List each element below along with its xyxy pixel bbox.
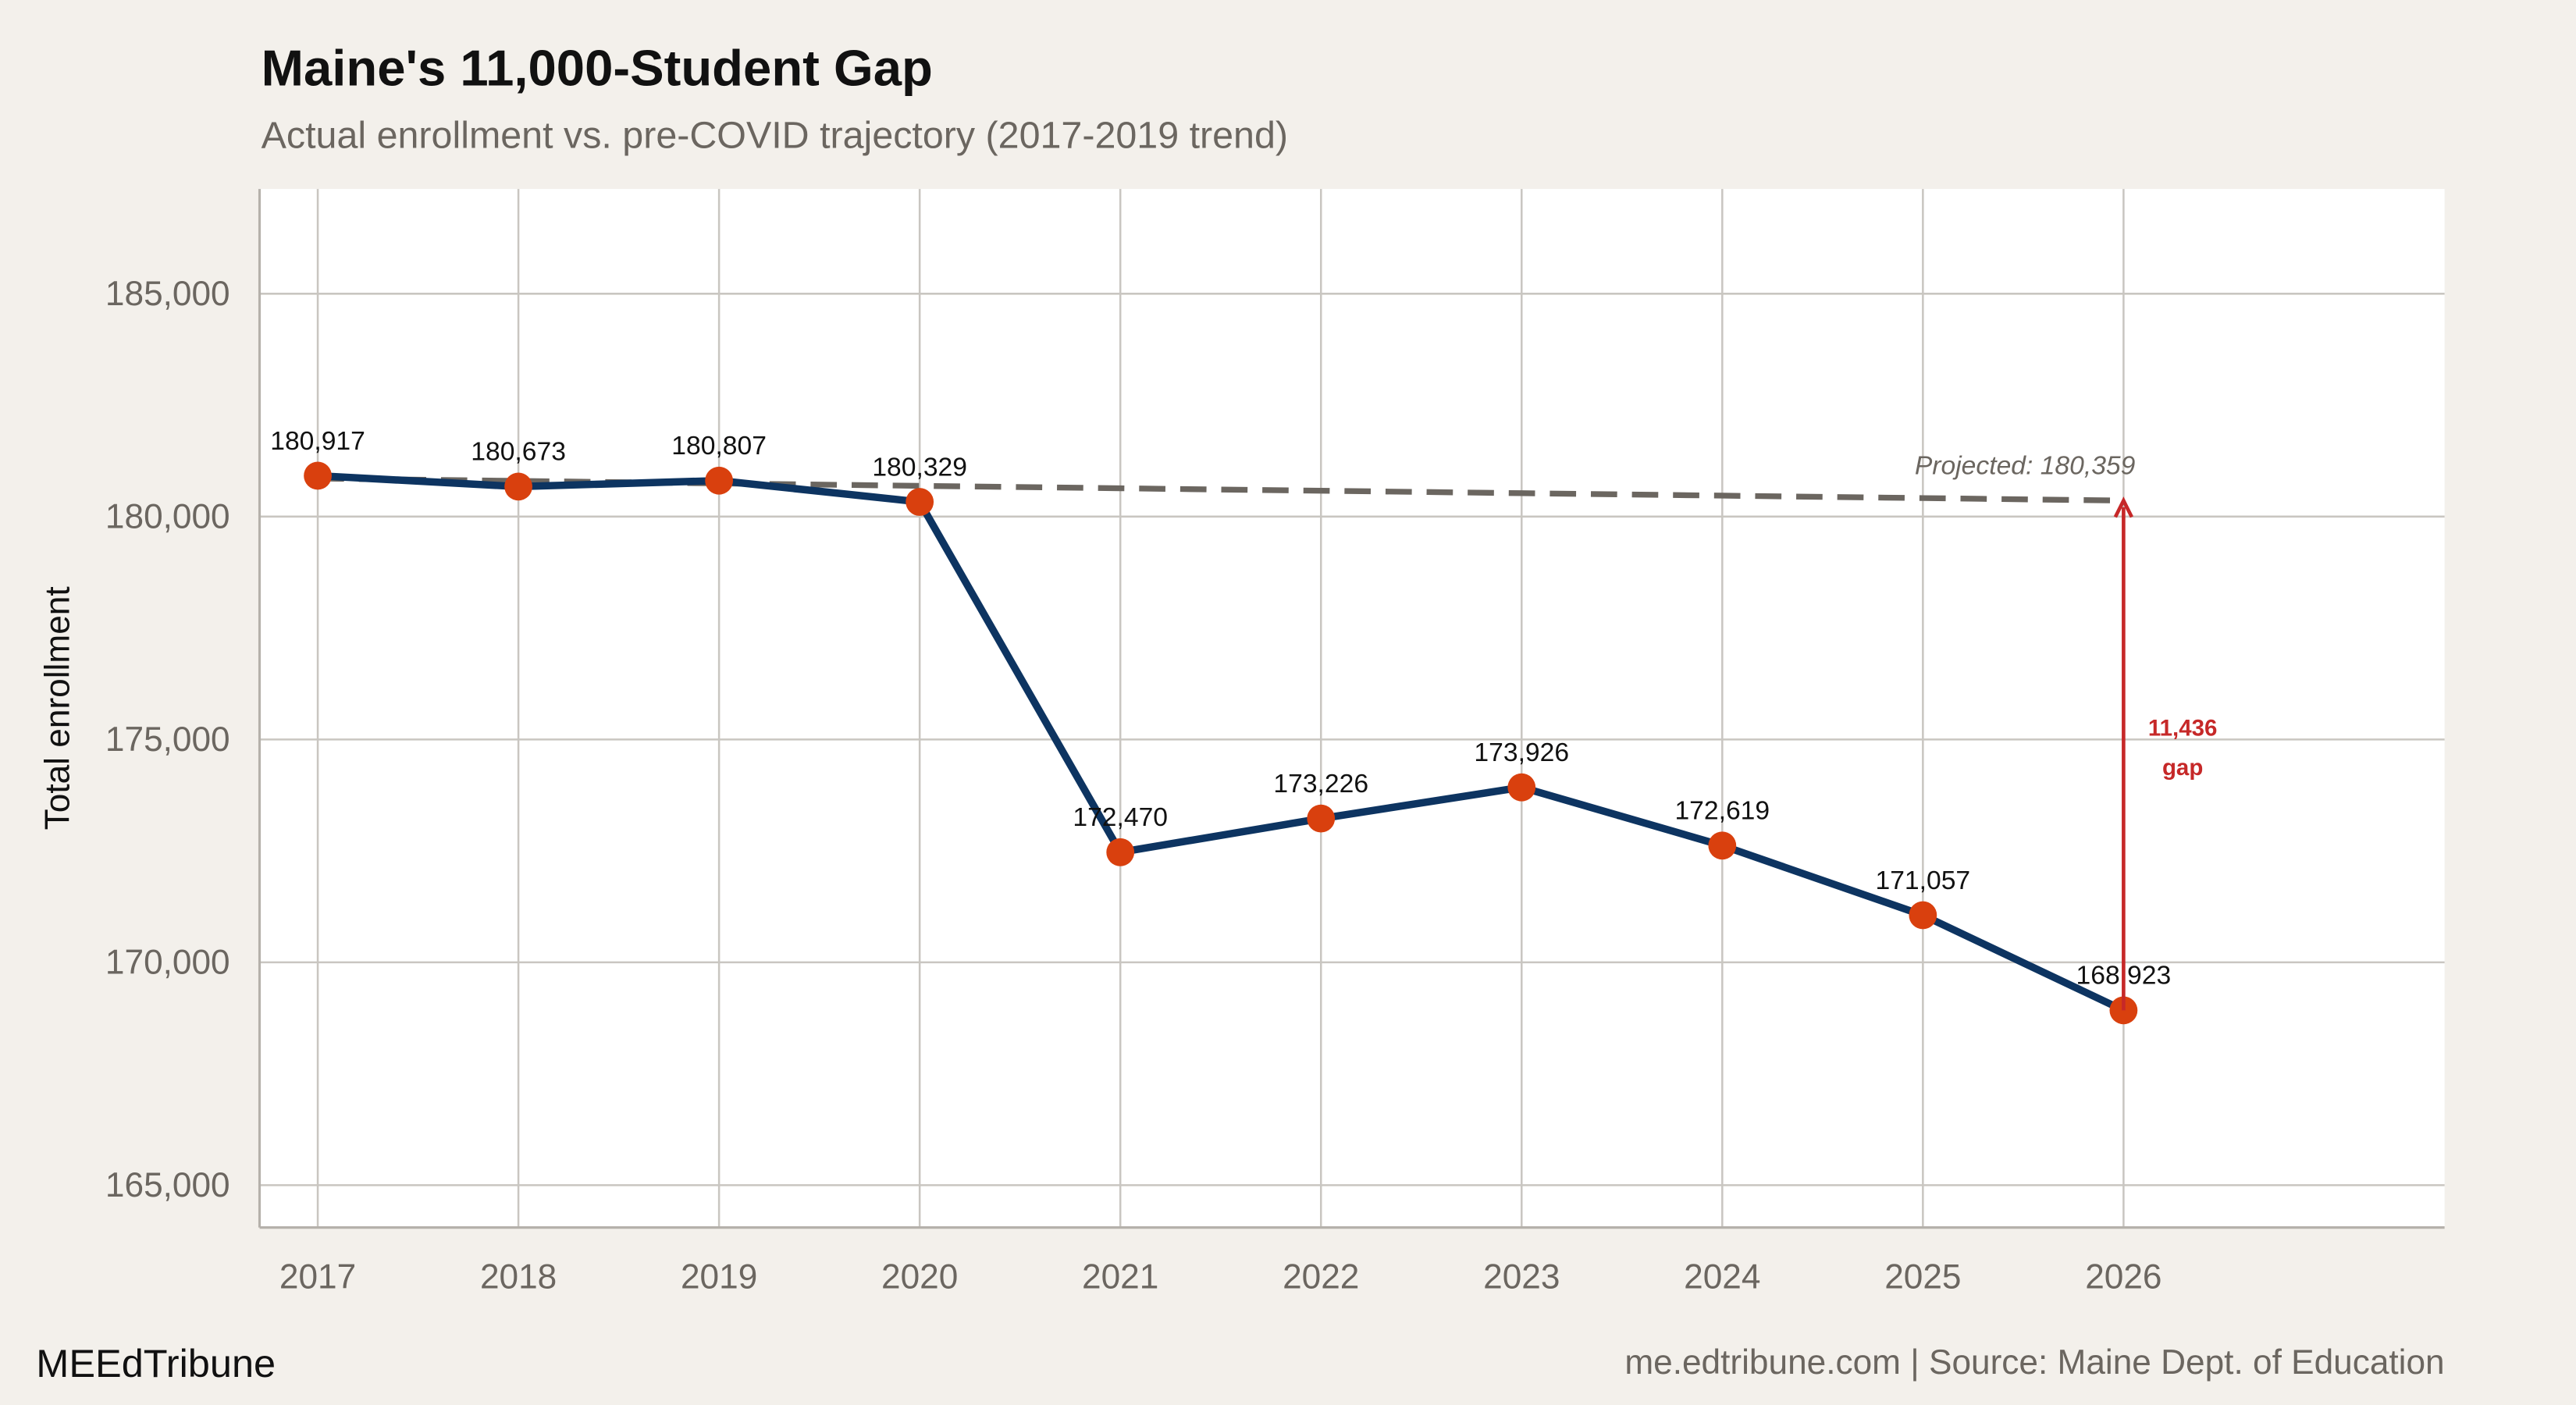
gap-word: gap <box>2162 755 2203 781</box>
x-tick-label: 2026 <box>2085 1258 2161 1297</box>
x-tick-label: 2019 <box>681 1258 757 1297</box>
x-tick-label: 2023 <box>1483 1258 1560 1297</box>
data-label: 172,619 <box>1674 797 1770 826</box>
data-point <box>705 466 734 495</box>
gap-arrow-head <box>2113 496 2133 518</box>
data-label: 180,807 <box>671 432 767 461</box>
x-tick-label: 2021 <box>1082 1258 1158 1297</box>
data-point <box>1708 831 1737 860</box>
y-tick-label: 185,000 <box>105 275 230 313</box>
data-point <box>906 488 934 516</box>
x-tick-label: 2025 <box>1884 1258 1961 1297</box>
data-label: 173,226 <box>1273 770 1368 799</box>
x-tick-label: 2022 <box>1283 1258 1359 1297</box>
data-label: 180,329 <box>872 453 967 482</box>
grid: 165,000 170,000 175,000 180,000 185,000 2017 2… <box>105 189 2445 1297</box>
footer-brand: MEEdTribune <box>36 1341 276 1385</box>
chart-subtitle: Actual enrollment vs. pre-COVID trajecto… <box>262 114 1288 156</box>
data-label: 172,470 <box>1073 803 1168 832</box>
data-label: 180,673 <box>471 438 566 467</box>
data-line <box>317 471 2126 1014</box>
data-point <box>304 461 332 490</box>
y-tick-label: 175,000 <box>105 720 230 759</box>
y-axis-label: Total enrollment <box>38 586 76 830</box>
data-label: 173,926 <box>1474 738 1569 767</box>
y-tick-label: 170,000 <box>105 944 230 982</box>
y-tick-label: 180,000 <box>105 498 230 536</box>
plot-area <box>259 189 2445 1228</box>
data-point <box>1909 901 1937 930</box>
x-tick-label: 2018 <box>480 1258 557 1297</box>
gap-value: 11,436 <box>2148 716 2217 742</box>
x-tick-label: 2017 <box>279 1258 356 1297</box>
x-tick-label: 2024 <box>1684 1258 1760 1297</box>
y-tick-label: 165,000 <box>105 1166 230 1204</box>
data-label: 171,057 <box>1876 866 1971 895</box>
x-tick-label: 2020 <box>881 1258 958 1297</box>
data-label: 180,917 <box>270 427 365 456</box>
data-point <box>1307 804 1336 833</box>
data-point <box>1507 773 1536 802</box>
data-point <box>504 472 532 501</box>
marks: 180,917 180,673 180,807 180,329 172,470 173,2… <box>270 427 2217 1025</box>
chart-title: Maine's 11,000-Student Gap <box>262 39 933 96</box>
footer-source: me.edtribune.com | Source: Maine Dept. o… <box>1624 1343 2444 1382</box>
projected-label: Projected: 180,359 <box>1915 452 2136 481</box>
data-point <box>1106 838 1135 866</box>
